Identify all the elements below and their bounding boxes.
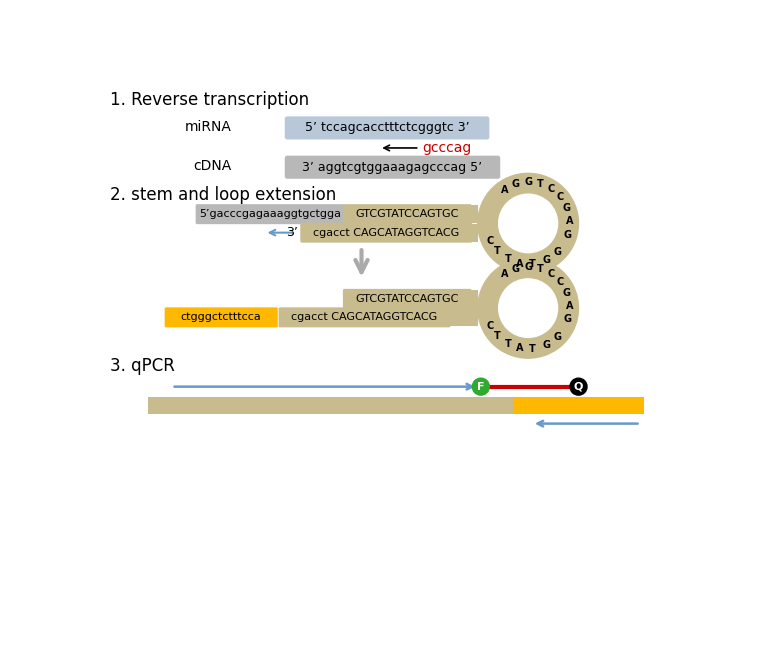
Text: Q: Q — [574, 382, 583, 391]
Text: gcccag: gcccag — [422, 141, 471, 155]
Text: 5’ tccagcacctttctcgggtc 3’: 5’ tccagcacctttctcgggtc 3’ — [305, 121, 470, 134]
Text: C: C — [487, 236, 494, 246]
Text: C: C — [547, 184, 554, 194]
Bar — [513, 397, 644, 414]
FancyBboxPatch shape — [300, 223, 472, 243]
Text: G: G — [564, 230, 572, 239]
FancyBboxPatch shape — [278, 308, 451, 327]
FancyBboxPatch shape — [285, 116, 489, 140]
FancyBboxPatch shape — [343, 289, 471, 309]
FancyBboxPatch shape — [343, 204, 471, 224]
Text: T: T — [537, 179, 543, 189]
FancyBboxPatch shape — [196, 204, 344, 224]
Text: A: A — [501, 185, 508, 195]
Text: 2. stem and loop extension: 2. stem and loop extension — [110, 186, 336, 204]
Text: G: G — [554, 247, 562, 257]
Text: G: G — [564, 315, 572, 324]
Circle shape — [472, 378, 489, 395]
Text: G: G — [524, 262, 532, 272]
Text: G: G — [543, 340, 550, 350]
Text: A: A — [516, 343, 523, 354]
Text: F: F — [477, 382, 485, 391]
Text: C: C — [487, 321, 494, 330]
Text: A: A — [566, 301, 573, 311]
Text: miRNA: miRNA — [184, 120, 231, 134]
Text: G: G — [511, 264, 519, 274]
Text: GTCGTATCCAGTGC: GTCGTATCCAGTGC — [355, 209, 459, 219]
Text: T: T — [529, 260, 535, 269]
Text: A: A — [566, 216, 573, 227]
Text: 3’: 3’ — [286, 226, 298, 239]
Text: G: G — [563, 203, 571, 213]
Circle shape — [499, 279, 557, 337]
Text: A: A — [501, 269, 508, 279]
Circle shape — [477, 258, 579, 358]
Text: GTCGTATCCAGTGC: GTCGTATCCAGTGC — [355, 294, 459, 304]
Text: cDNA: cDNA — [193, 160, 231, 173]
FancyBboxPatch shape — [165, 308, 278, 327]
Text: C: C — [557, 192, 564, 202]
Text: T: T — [505, 254, 511, 264]
Text: 1. Reverse transcription: 1. Reverse transcription — [110, 91, 309, 109]
Text: C: C — [547, 269, 554, 278]
Bar — [148, 397, 513, 414]
Text: T: T — [494, 246, 501, 256]
Text: G: G — [524, 177, 532, 187]
Text: 3’ aggtcgtggaaagagcccag 5’: 3’ aggtcgtggaaagagcccag 5’ — [303, 161, 483, 174]
Text: cgacct CAGCATAGGTCACG: cgacct CAGCATAGGTCACG — [292, 312, 437, 323]
Circle shape — [570, 378, 587, 395]
Text: T: T — [494, 331, 501, 341]
Text: G: G — [543, 256, 550, 265]
Text: ctgggctctttcca: ctgggctctttcca — [181, 312, 262, 323]
Text: T: T — [537, 263, 543, 274]
Text: G: G — [554, 332, 562, 342]
Text: 3. qPCR: 3. qPCR — [110, 356, 175, 374]
Text: T: T — [529, 344, 535, 354]
Circle shape — [499, 194, 557, 252]
Circle shape — [477, 173, 579, 273]
Text: T: T — [505, 339, 511, 349]
Text: G: G — [563, 288, 571, 298]
Text: C: C — [557, 276, 564, 287]
Text: G: G — [511, 179, 519, 190]
FancyBboxPatch shape — [285, 156, 500, 178]
Text: A: A — [516, 259, 523, 269]
Text: 5’gacccgagaaaggtgctgga: 5’gacccgagaaaggtgctgga — [199, 209, 341, 219]
Text: cgacct CAGCATAGGTCACG: cgacct CAGCATAGGTCACG — [313, 228, 459, 238]
